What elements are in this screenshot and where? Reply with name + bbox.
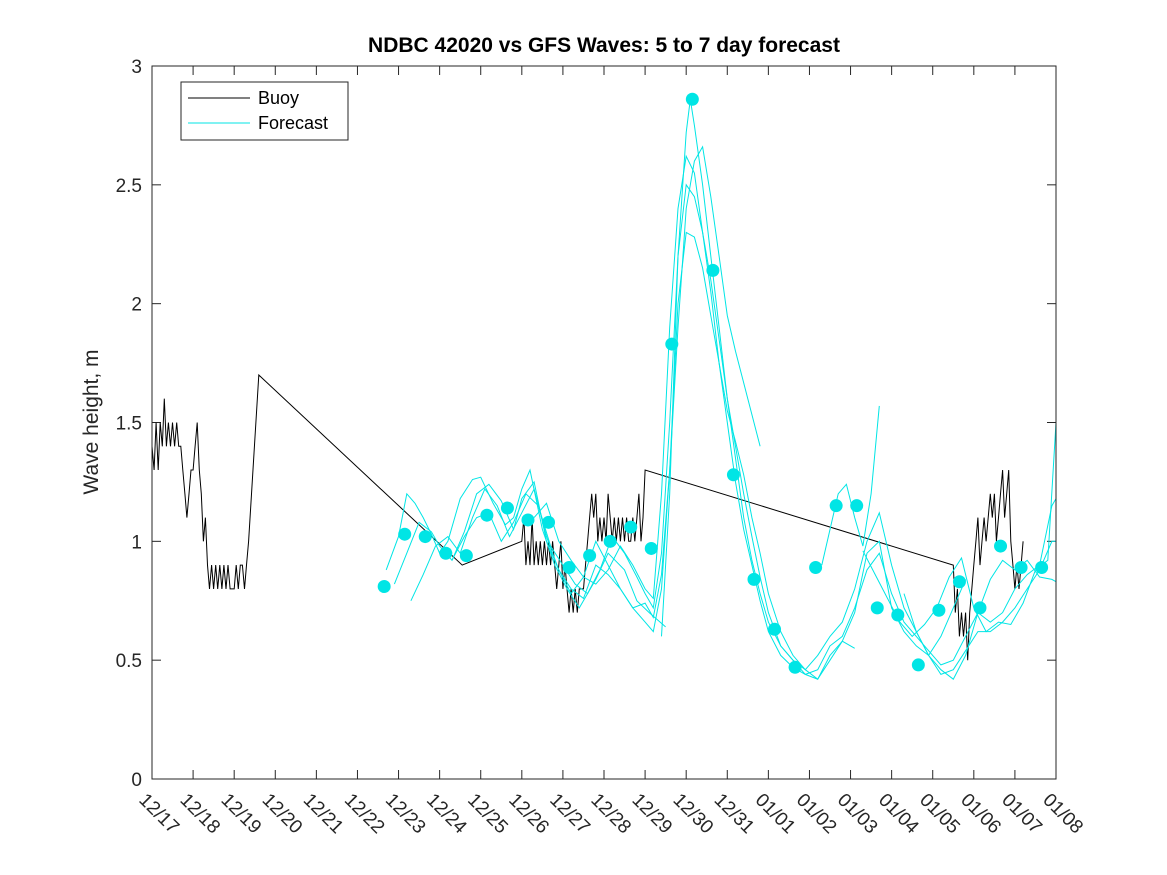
- forecast-line: [410, 231, 855, 680]
- forecast-point: [768, 622, 782, 636]
- legend-buoy-label: Buoy: [258, 88, 299, 108]
- legend-forecast-label: Forecast: [258, 113, 328, 133]
- forecast-point: [644, 541, 658, 555]
- forecast-point: [603, 534, 617, 548]
- forecast-point: [542, 515, 556, 529]
- forecast-points: [377, 92, 1049, 674]
- forecast-point: [809, 560, 823, 574]
- buoy-line: [151, 373, 1024, 661]
- forecast-point: [377, 579, 391, 593]
- forecast-point: [952, 575, 966, 589]
- forecast-point: [624, 520, 638, 534]
- forecast-point: [747, 572, 761, 586]
- forecast-point: [521, 513, 535, 527]
- forecast-point: [973, 601, 987, 615]
- forecast-point: [685, 92, 699, 106]
- forecast-point: [1014, 560, 1028, 574]
- forecast-point: [398, 527, 412, 541]
- y-tick-label: 1.5: [116, 414, 142, 435]
- forecast-point: [459, 549, 473, 563]
- legend-box: [180, 81, 349, 141]
- forecast-point: [439, 546, 453, 560]
- y-axis-label: Wave height, m: [80, 349, 103, 494]
- forecast-line: [533, 154, 1057, 675]
- y-tick-label: 0: [131, 770, 142, 791]
- forecast-point: [870, 601, 884, 615]
- legend[interactable]: Buoy Forecast: [180, 81, 349, 141]
- forecast-point: [994, 539, 1008, 553]
- forecast-point: [726, 468, 740, 482]
- forecast-point: [911, 658, 925, 672]
- forecast-point: [562, 560, 576, 574]
- forecast-point: [480, 508, 494, 522]
- chart-title: NDBC 42020 vs GFS Waves: 5 to 7 day fore…: [368, 34, 840, 57]
- forecast-point: [891, 608, 905, 622]
- forecast-series: [385, 99, 1057, 680]
- forecast-point: [418, 530, 432, 544]
- forecast-point: [706, 263, 720, 277]
- y-tick-label: 1: [131, 532, 142, 553]
- y-tick-label: 2: [131, 295, 142, 316]
- plot-area-background: [152, 66, 1056, 779]
- forecast-line: [903, 559, 1057, 680]
- y-tick-label: 0.5: [116, 651, 142, 672]
- y-tick-label: 2.5: [116, 176, 142, 197]
- forecast-line: [451, 183, 967, 680]
- plot-area-frame: [151, 65, 1057, 780]
- forecast-point: [665, 337, 679, 351]
- buoy-series: [151, 373, 1024, 661]
- forecast-line: [821, 405, 880, 566]
- forecast-point: [829, 499, 843, 513]
- y-tick-label: 3: [131, 57, 142, 78]
- forecast-point: [932, 603, 946, 617]
- forecast-point: [788, 660, 802, 674]
- forecast-point: [500, 501, 514, 515]
- forecast-point: [583, 549, 597, 563]
- forecast-line: [393, 145, 761, 619]
- forecast-point: [1035, 560, 1049, 574]
- forecast-point: [850, 499, 864, 513]
